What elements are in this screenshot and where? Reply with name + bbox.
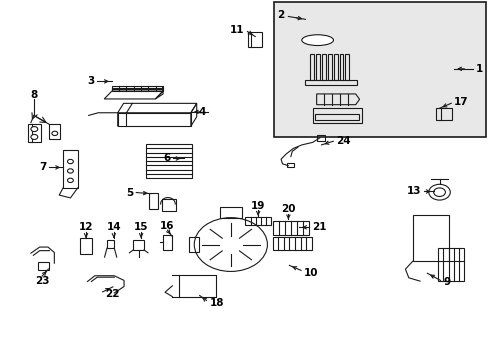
Text: 2: 2 (277, 10, 284, 20)
Circle shape (67, 169, 73, 173)
Circle shape (67, 178, 73, 183)
Circle shape (433, 188, 445, 197)
Text: 11: 11 (229, 25, 244, 35)
Text: 5: 5 (126, 188, 133, 198)
Text: 10: 10 (304, 267, 318, 278)
Text: 3: 3 (87, 76, 94, 86)
Circle shape (428, 184, 449, 200)
Circle shape (31, 127, 38, 132)
Text: 17: 17 (453, 97, 468, 107)
Text: 1: 1 (475, 64, 482, 74)
Circle shape (52, 131, 58, 135)
Text: 24: 24 (335, 136, 350, 146)
Circle shape (31, 134, 38, 139)
Text: 7: 7 (40, 162, 47, 172)
Text: 4: 4 (198, 107, 205, 117)
Text: 22: 22 (105, 289, 120, 299)
Text: 13: 13 (406, 186, 420, 197)
Text: 14: 14 (106, 222, 121, 232)
Text: 19: 19 (250, 201, 265, 211)
Text: 18: 18 (209, 298, 224, 308)
Text: 6: 6 (163, 153, 170, 163)
Text: 23: 23 (35, 276, 49, 286)
Text: 16: 16 (160, 221, 174, 231)
Text: 8: 8 (30, 90, 38, 100)
Text: 20: 20 (281, 204, 295, 215)
Ellipse shape (301, 35, 333, 45)
Circle shape (194, 218, 267, 271)
Text: 21: 21 (311, 222, 325, 232)
Text: 12: 12 (79, 222, 93, 232)
Circle shape (67, 159, 73, 164)
Text: 15: 15 (134, 222, 148, 232)
Bar (273, 3, 485, 137)
Text: 9: 9 (443, 277, 449, 287)
